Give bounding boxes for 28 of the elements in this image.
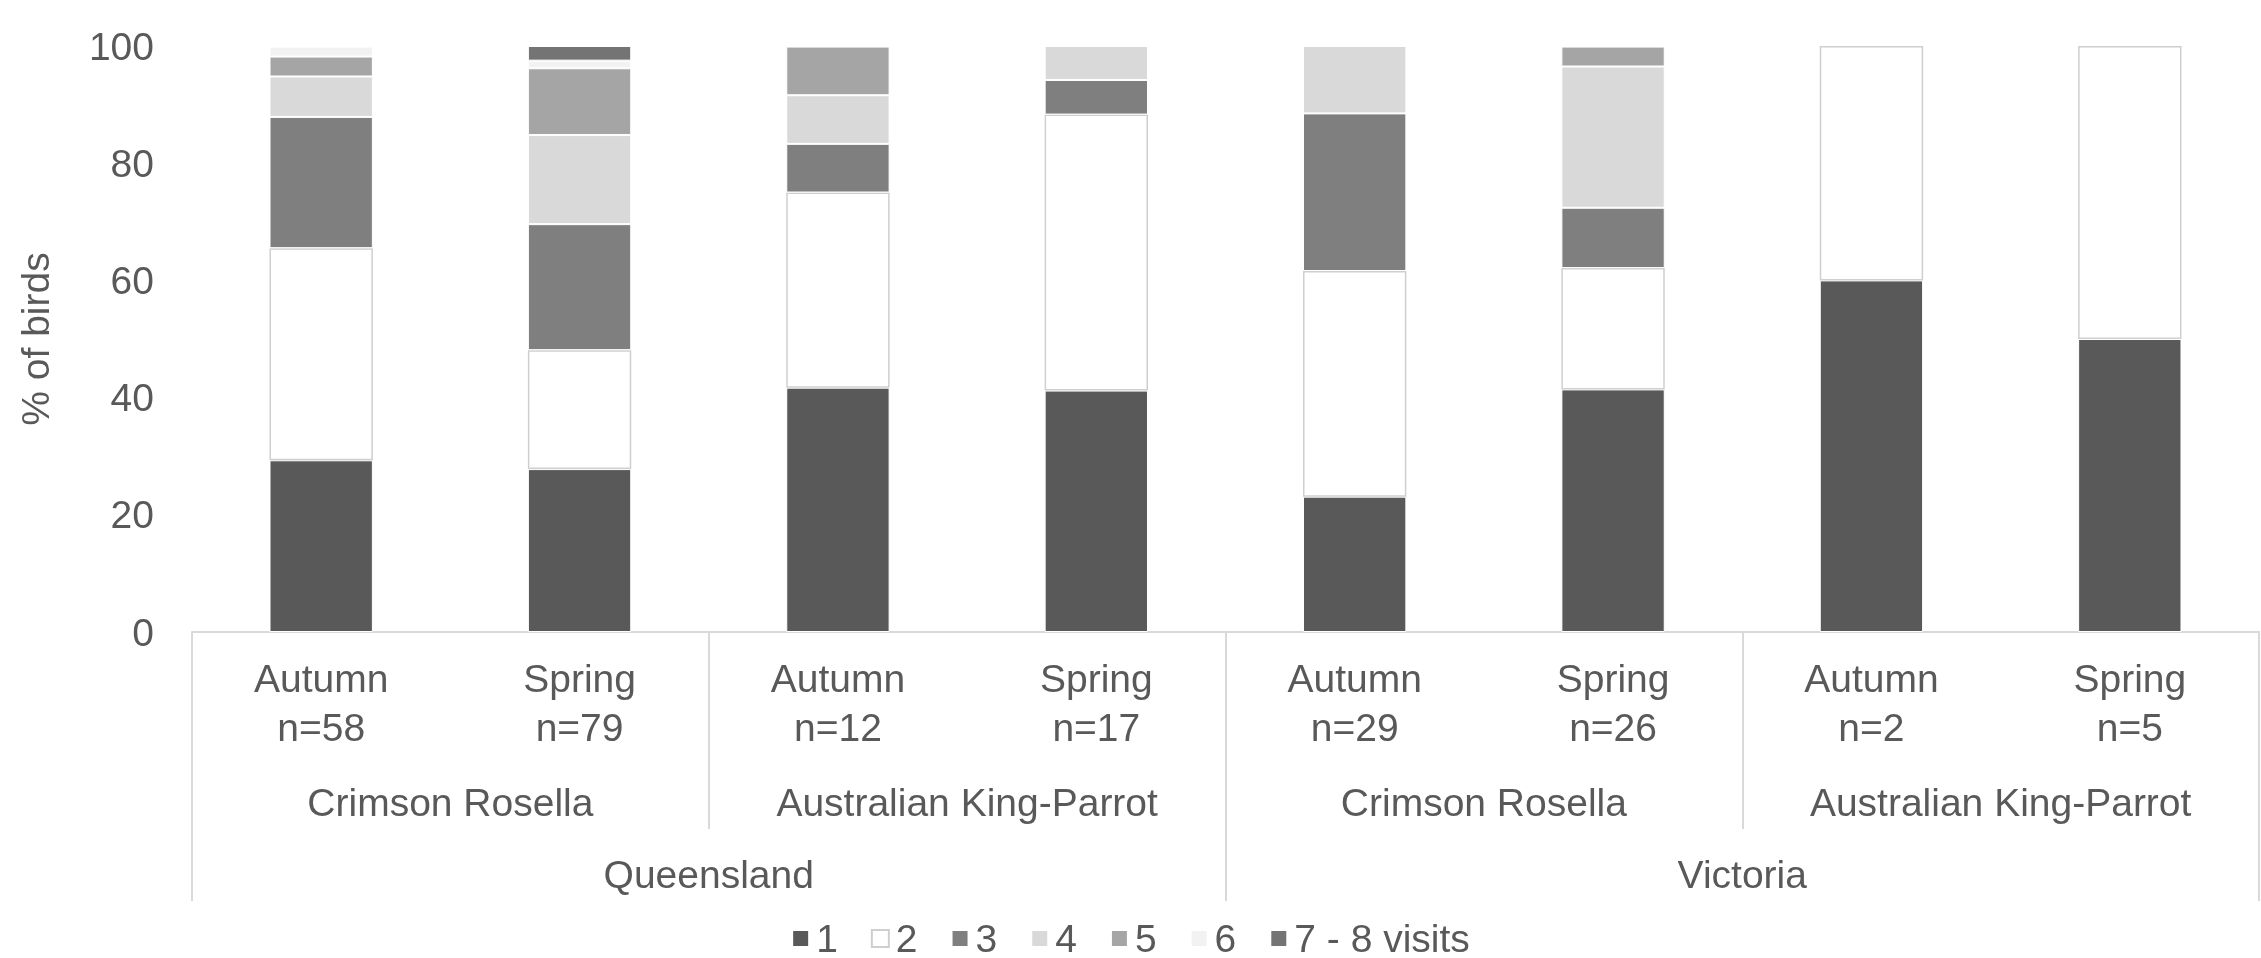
y-tick-label: 100 xyxy=(88,24,154,68)
x-tick-label: Spring n=17 xyxy=(1039,657,1153,749)
y-tick-label: 60 xyxy=(110,258,154,302)
x-tick-label: Autumn n=12 xyxy=(770,657,906,749)
legend-label: 5 xyxy=(1134,917,1157,958)
text: Victoria xyxy=(1677,852,1808,896)
text: Australian King-Parrot xyxy=(776,780,1159,824)
x-tick-label: Spring n=5 xyxy=(2073,657,2187,749)
text: Australian King-Parrot xyxy=(1809,780,2192,824)
legend-label: 4 xyxy=(1055,917,1077,958)
y-tick-label: 20 xyxy=(110,493,154,537)
legend-label: 6 xyxy=(1214,917,1237,958)
x-tick-label: Autumn n=29 xyxy=(1287,657,1422,749)
legend-label: 7 - 8 visits xyxy=(1294,917,1470,958)
y-axis-title: % of birds xyxy=(14,252,57,426)
text: Crimson Rosella xyxy=(307,780,594,824)
x-tick-label: Spring n=79 xyxy=(523,657,636,749)
y-tick-label: 0 xyxy=(132,610,154,654)
legend-label: 3 xyxy=(975,917,998,958)
y-tick-label: 40 xyxy=(110,376,154,420)
text: Queensland xyxy=(603,852,814,896)
text: Crimson Rosella xyxy=(1340,780,1628,824)
legend-label: 1 xyxy=(816,917,838,958)
x-tick-label: Autumn n=58 xyxy=(253,657,389,749)
y-tick-label: 80 xyxy=(110,141,154,185)
legend-label: 2 xyxy=(895,917,918,958)
x-tick-label: Autumn n=2 xyxy=(1804,657,1939,749)
x-tick-label: Spring n=26 xyxy=(1556,657,1670,749)
